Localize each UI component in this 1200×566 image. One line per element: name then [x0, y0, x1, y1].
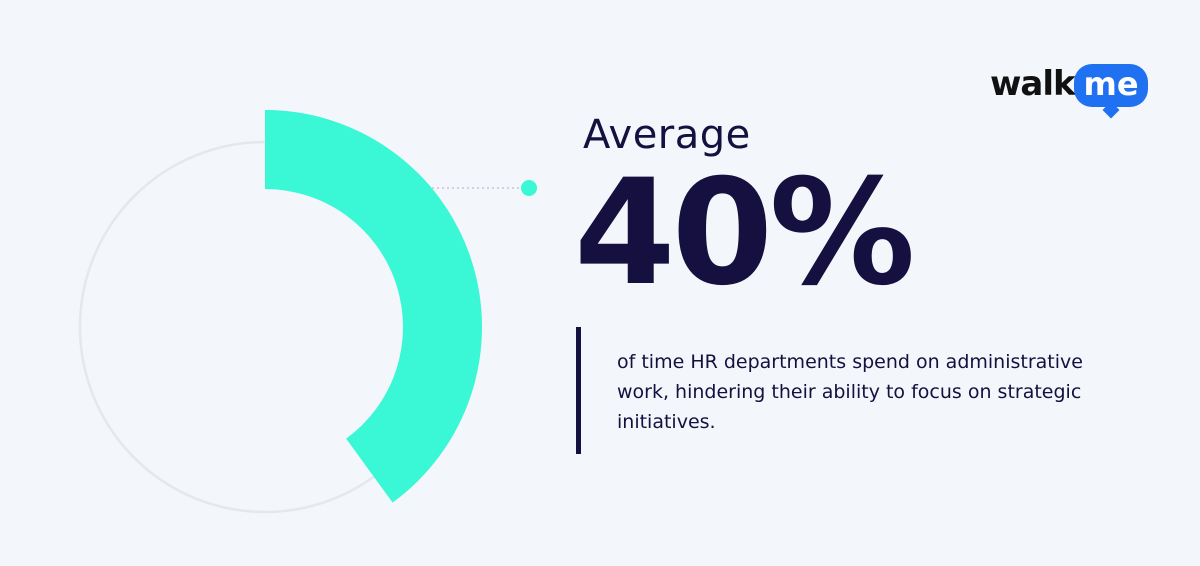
title: Average	[583, 112, 751, 158]
value-label: 40%	[574, 148, 915, 318]
logo-text: walk	[990, 64, 1076, 104]
donut-segment	[265, 110, 482, 503]
logo-badge: me	[1074, 64, 1148, 107]
accent-bar	[576, 327, 581, 454]
description: of time HR departments spend on administ…	[617, 351, 1083, 433]
pointer-dot	[521, 180, 537, 196]
chart	[78, 110, 537, 514]
